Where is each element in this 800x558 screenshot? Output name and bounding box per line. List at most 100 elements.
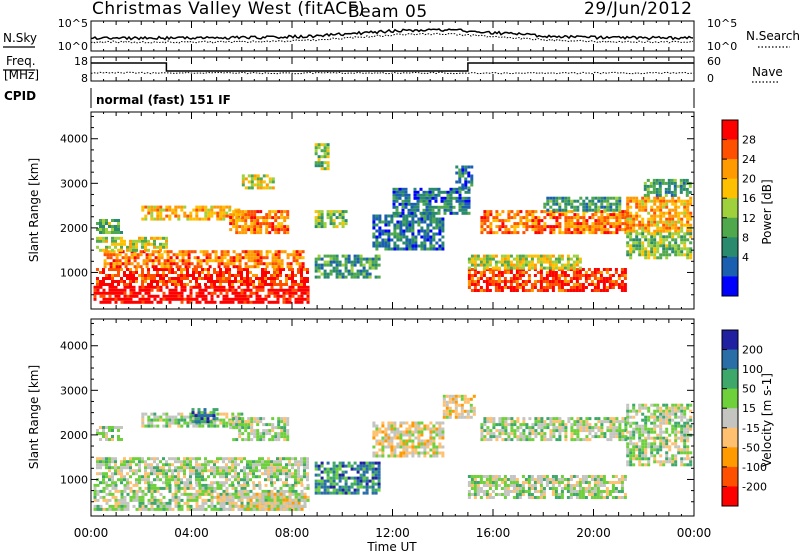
- power-cell: [432, 248, 435, 251]
- power-cell: [432, 194, 435, 197]
- power-cell: [354, 273, 357, 276]
- power-cell: [635, 200, 638, 203]
- power-cell: [656, 182, 659, 185]
- power-cell: [492, 277, 495, 280]
- power-cell: [641, 224, 644, 227]
- power-cell: [567, 228, 570, 231]
- velocity-cell: [123, 463, 126, 466]
- power-cell: [668, 218, 671, 221]
- velocity-cell: [166, 508, 169, 511]
- power-cell: [246, 283, 249, 286]
- velocity-cell: [207, 469, 210, 472]
- velocity-cell: [375, 443, 378, 446]
- power-cell: [249, 283, 252, 286]
- power-cell: [489, 258, 492, 261]
- power-cell: [220, 289, 223, 292]
- power-cell: [513, 286, 516, 289]
- power-cell: [674, 250, 677, 253]
- velocity-cell: [396, 455, 399, 458]
- power-cell: [641, 221, 644, 224]
- velocity-cell: [175, 499, 178, 502]
- velocity-cell: [181, 499, 184, 502]
- freq-right-tick-bottom: 0: [707, 72, 714, 85]
- power-cell: [196, 301, 199, 304]
- velocity-cell: [105, 481, 108, 484]
- velocity-cell: [198, 478, 201, 481]
- power-cell: [227, 262, 230, 265]
- power-cell: [276, 271, 279, 274]
- power-cell: [122, 256, 125, 259]
- velocity-cell: [168, 463, 171, 466]
- velocity-cell: [435, 431, 438, 434]
- velocity-cell: [220, 508, 223, 511]
- power-cell: [461, 184, 464, 187]
- velocity-cell: [169, 508, 172, 511]
- power-cell: [423, 203, 426, 206]
- power-cell: [435, 206, 438, 209]
- velocity-cell: [97, 499, 100, 502]
- power-cell: [102, 237, 105, 240]
- power-cell: [647, 238, 650, 241]
- power-cell: [248, 253, 251, 256]
- velocity-cell: [142, 499, 145, 502]
- velocity-cell: [261, 457, 264, 460]
- velocity-cell: [405, 455, 408, 458]
- velocity-cell: [390, 428, 393, 431]
- power-cell: [295, 301, 298, 304]
- velocity-cell: [286, 438, 289, 441]
- power-cell: [189, 274, 192, 277]
- power-cell: [396, 236, 399, 239]
- power-cell: [540, 274, 543, 277]
- power-cell: [96, 277, 99, 280]
- power-cell: [115, 301, 118, 304]
- power-cell: [164, 259, 167, 262]
- velocity-cell: [138, 460, 141, 463]
- power-cell: [387, 221, 390, 224]
- power-cell: [632, 215, 635, 218]
- power-cell: [504, 271, 507, 274]
- velocity-cell: [94, 493, 97, 496]
- power-cell: [283, 295, 286, 298]
- power-cell: [555, 258, 558, 261]
- velocity-cell: [277, 496, 280, 499]
- velocity-cell: [426, 425, 429, 428]
- velocity-cell: [381, 449, 384, 452]
- velocity-cell: [270, 475, 273, 478]
- power-cell: [513, 289, 516, 292]
- power-cell: [387, 242, 390, 245]
- power-cell: [179, 253, 182, 256]
- power-cell: [241, 219, 244, 222]
- velocity-cell: [121, 505, 124, 508]
- power-cell: [659, 194, 662, 197]
- power-cell: [411, 218, 414, 221]
- velocity-cell: [156, 478, 159, 481]
- velocity-cell: [213, 422, 216, 425]
- power-cell: [230, 256, 233, 259]
- velocity-cell: [274, 432, 277, 435]
- power-cell: [277, 295, 280, 298]
- power-cell: [136, 301, 139, 304]
- power-cell: [582, 289, 585, 292]
- power-cell: [680, 191, 683, 194]
- power-cell: [396, 245, 399, 248]
- velocity-cell: [234, 466, 237, 469]
- power-cell: [147, 212, 150, 215]
- power-cell: [228, 209, 231, 212]
- power-cell: [656, 197, 659, 200]
- power-cell: [537, 216, 540, 219]
- power-cell: [304, 289, 307, 292]
- power-cell: [674, 188, 677, 191]
- velocity-cell: [226, 496, 229, 499]
- velocity-cell: [115, 502, 118, 505]
- power-cell: [126, 274, 129, 277]
- velocity-cell: [273, 475, 276, 478]
- power-cell: [438, 224, 441, 227]
- velocity-cell: [202, 508, 205, 511]
- velocity-cell: [426, 443, 429, 446]
- power-cell: [573, 255, 576, 258]
- power-cell: [399, 239, 402, 242]
- power-cell: [194, 256, 197, 259]
- power-cell: [318, 219, 321, 222]
- power-cell: [292, 292, 295, 295]
